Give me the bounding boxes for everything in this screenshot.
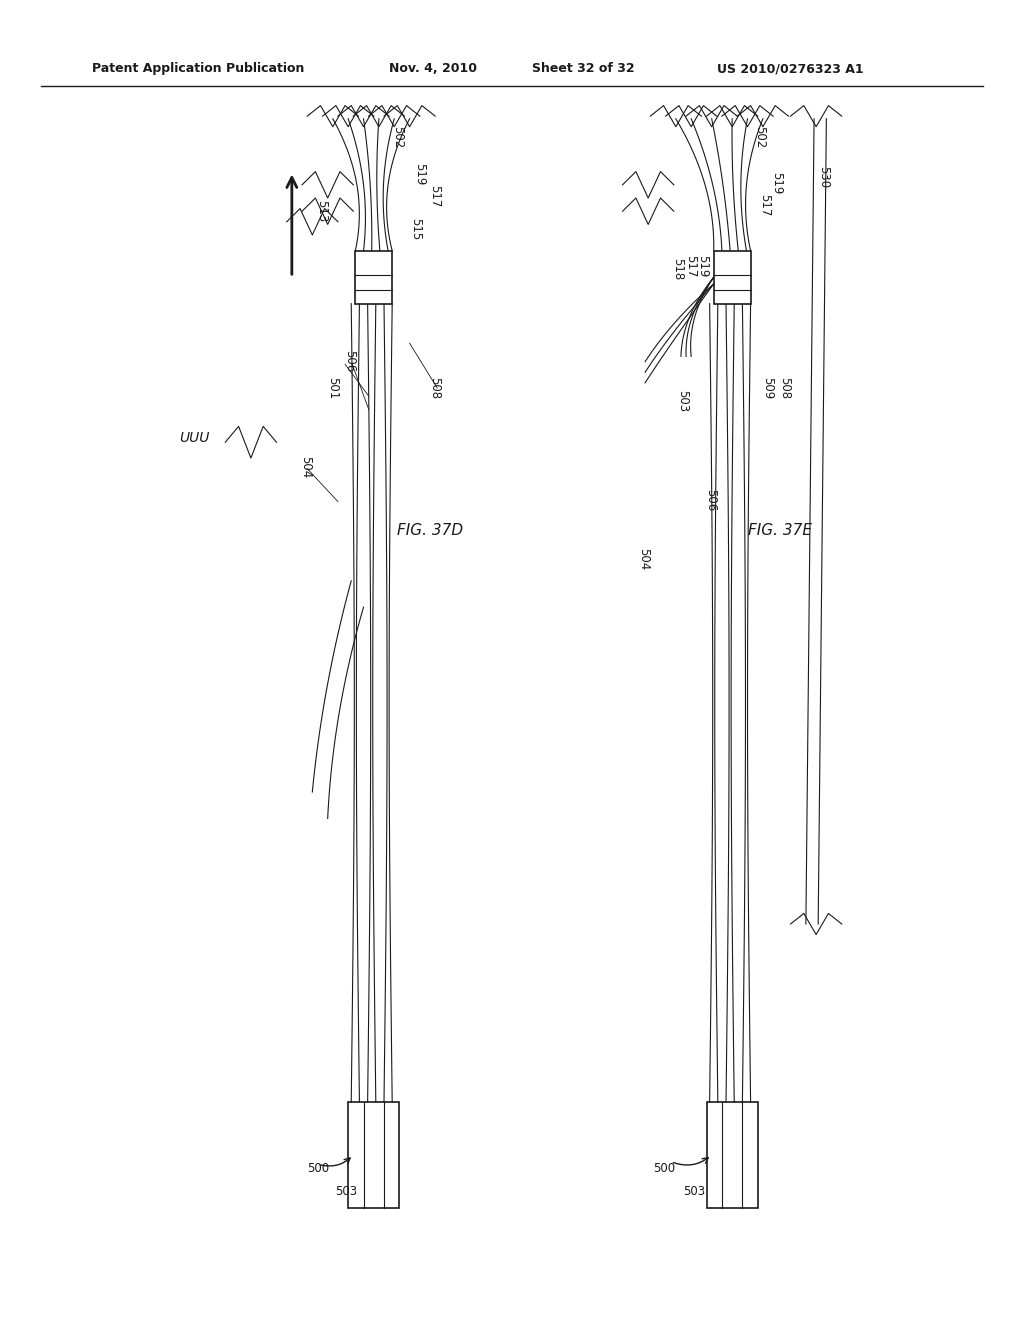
Text: 513: 513 <box>315 201 329 222</box>
Text: FIG. 37E: FIG. 37E <box>748 523 811 537</box>
Text: 502: 502 <box>391 125 404 148</box>
Bar <box>714 251 751 304</box>
Text: 500: 500 <box>307 1162 330 1175</box>
Text: 519: 519 <box>696 255 710 277</box>
Text: 519: 519 <box>413 162 426 185</box>
Text: 502: 502 <box>753 125 766 148</box>
Text: 530: 530 <box>817 166 830 187</box>
Bar <box>348 1102 399 1208</box>
Text: FIG. 37D: FIG. 37D <box>397 523 464 537</box>
Bar <box>355 251 392 304</box>
Text: 506: 506 <box>705 488 718 511</box>
Text: 519: 519 <box>770 172 783 194</box>
Text: UUU: UUU <box>179 432 210 445</box>
Bar <box>707 1102 758 1208</box>
Text: 504: 504 <box>299 455 312 478</box>
Text: Sheet 32 of 32: Sheet 32 of 32 <box>532 62 635 75</box>
Text: 503: 503 <box>676 391 689 412</box>
Text: 515: 515 <box>410 218 423 240</box>
Text: 501: 501 <box>326 376 339 399</box>
Text: Nov. 4, 2010: Nov. 4, 2010 <box>389 62 477 75</box>
Text: 500: 500 <box>653 1162 676 1175</box>
Text: 508: 508 <box>428 378 441 399</box>
Text: US 2010/0276323 A1: US 2010/0276323 A1 <box>717 62 863 75</box>
Text: 517: 517 <box>684 255 697 277</box>
Text: 503: 503 <box>683 1184 706 1197</box>
Text: 509: 509 <box>761 376 774 399</box>
Text: 503: 503 <box>335 1184 357 1197</box>
Text: 517: 517 <box>758 194 771 216</box>
Text: 506: 506 <box>343 350 356 372</box>
Text: 517: 517 <box>428 185 441 207</box>
Text: 504: 504 <box>637 548 650 570</box>
Text: 518: 518 <box>671 257 684 280</box>
Text: Patent Application Publication: Patent Application Publication <box>92 62 304 75</box>
Text: 508: 508 <box>778 378 792 399</box>
